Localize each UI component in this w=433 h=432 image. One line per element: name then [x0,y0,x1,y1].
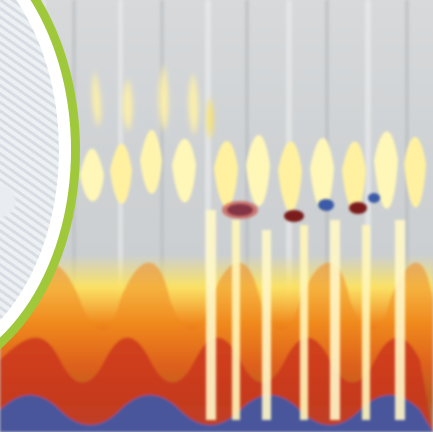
lower-band [0,255,433,432]
mid-dark-spots [222,193,380,222]
snow-photo-inset [0,0,80,385]
upper-flares [92,64,213,140]
mid-flares [80,130,426,212]
bright-slivers [206,210,405,420]
